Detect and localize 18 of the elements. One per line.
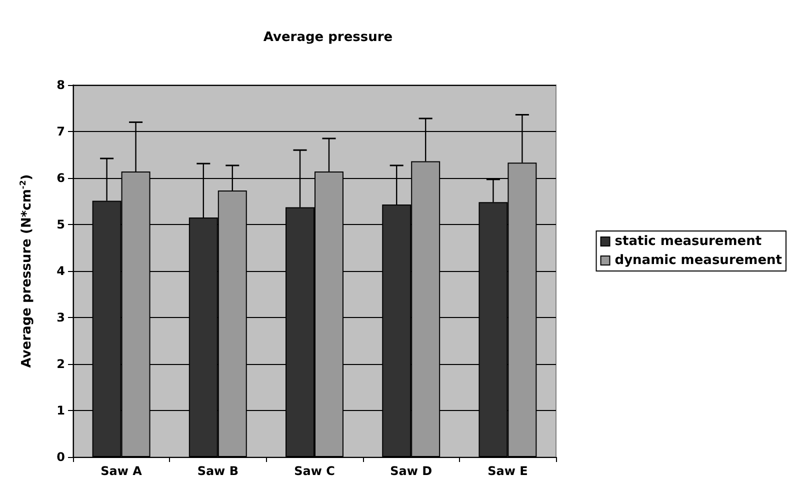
y-tick-label: 3 — [56, 310, 65, 324]
y-tick-label: 7 — [56, 124, 65, 138]
y-axis-title: Average pressure (N*cm-2) — [18, 174, 34, 368]
x-tick-label: Saw E — [488, 464, 528, 478]
y-tick-label: 5 — [56, 218, 65, 232]
legend-label: dynamic measurement — [614, 253, 782, 268]
x-tick-label: Saw B — [197, 464, 238, 478]
y-tick-label: 0 — [56, 450, 65, 464]
legend-label: static measurement — [614, 234, 762, 249]
y-tick-label: 8 — [56, 78, 65, 92]
y-tick-label: 2 — [56, 357, 65, 371]
x-tick-label: Saw A — [100, 464, 143, 478]
y-tick-label: 4 — [56, 264, 65, 278]
x-tick-label: Saw C — [294, 464, 336, 478]
y-tick-label: 6 — [56, 171, 65, 185]
x-tick-label: Saw D — [390, 464, 432, 478]
y-tick-label: 1 — [56, 404, 65, 418]
chart-title: Average pressure — [263, 30, 393, 45]
